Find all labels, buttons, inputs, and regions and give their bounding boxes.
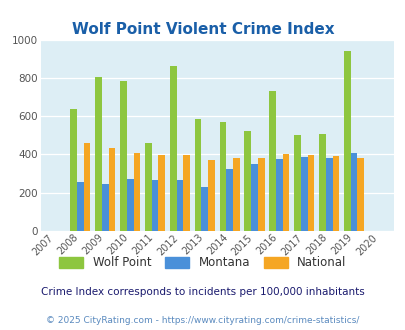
Bar (169, 66, 176, 231)
Bar (145, 143, 151, 231)
Bar (269, 91, 275, 231)
Bar (133, 153, 140, 231)
Bar (158, 155, 165, 231)
Bar (356, 158, 363, 231)
Bar (201, 186, 208, 231)
Bar (83, 143, 90, 231)
Bar (226, 169, 232, 231)
Bar (332, 156, 339, 231)
Bar (300, 157, 307, 231)
Bar (95, 77, 102, 231)
Bar (232, 158, 239, 231)
Bar (208, 160, 214, 231)
Bar (282, 154, 289, 231)
Bar (151, 180, 158, 231)
Bar (343, 51, 350, 231)
Bar (318, 134, 325, 231)
Bar (126, 179, 133, 231)
Bar (183, 155, 190, 231)
Bar (120, 81, 126, 231)
Bar (251, 164, 257, 231)
Legend: Wolf Point, Montana, National: Wolf Point, Montana, National (55, 252, 350, 274)
Bar (109, 148, 115, 231)
Text: © 2025 CityRating.com - https://www.cityrating.com/crime-statistics/: © 2025 CityRating.com - https://www.city… (46, 315, 359, 325)
Bar (325, 158, 332, 231)
Bar (244, 131, 251, 231)
Bar (194, 119, 201, 231)
Bar (77, 182, 83, 231)
Bar (102, 183, 109, 231)
Bar (70, 110, 77, 231)
Bar (257, 157, 264, 231)
Text: Crime Index corresponds to incidents per 100,000 inhabitants: Crime Index corresponds to incidents per… (41, 287, 364, 297)
Bar (350, 153, 356, 231)
Bar (275, 159, 282, 231)
Bar (307, 155, 313, 231)
Text: Wolf Point Violent Crime Index: Wolf Point Violent Crime Index (72, 22, 333, 37)
Bar (219, 122, 226, 231)
Bar (294, 135, 300, 231)
Bar (176, 180, 183, 231)
